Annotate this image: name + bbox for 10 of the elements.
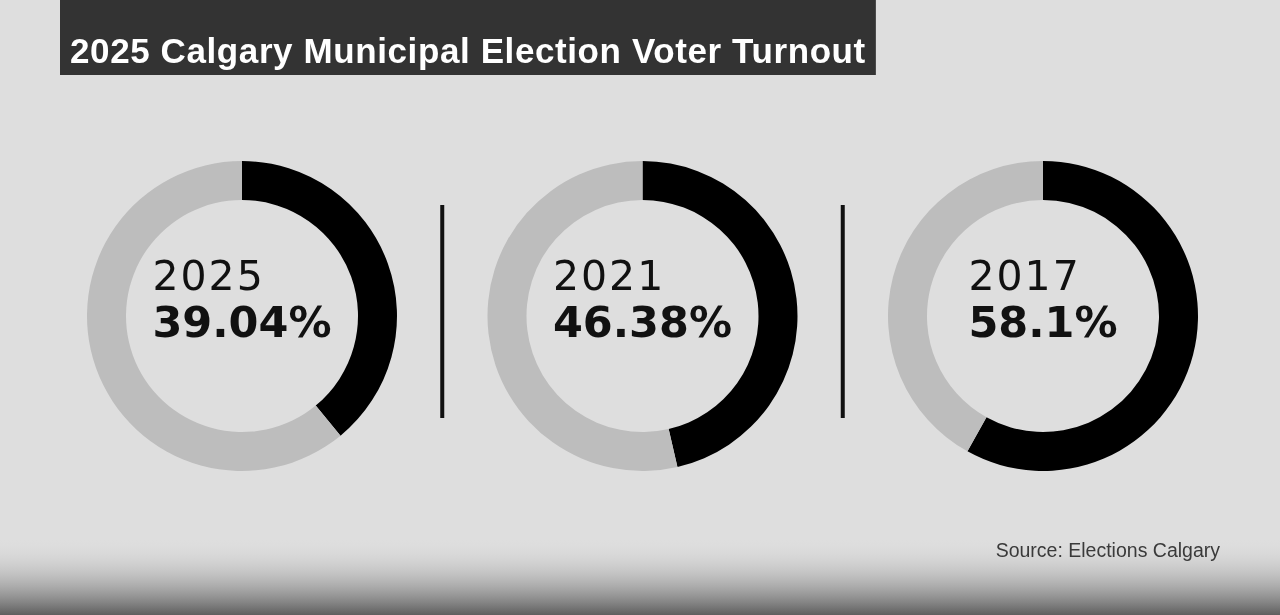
donut-slice	[87, 161, 341, 471]
text: 2021	[552, 252, 666, 300]
source-note: Source: Elections Calgary	[995, 539, 1221, 561]
text: 39.04%	[152, 297, 332, 347]
text: 2025 Calgary Municipal Election Voter Turnout	[70, 31, 866, 70]
text: 46.38%	[552, 297, 733, 347]
text: 2025	[152, 252, 265, 300]
text: 2017	[968, 252, 1081, 300]
text: 58.1%	[968, 297, 1118, 347]
donut-slice	[967, 161, 1198, 471]
